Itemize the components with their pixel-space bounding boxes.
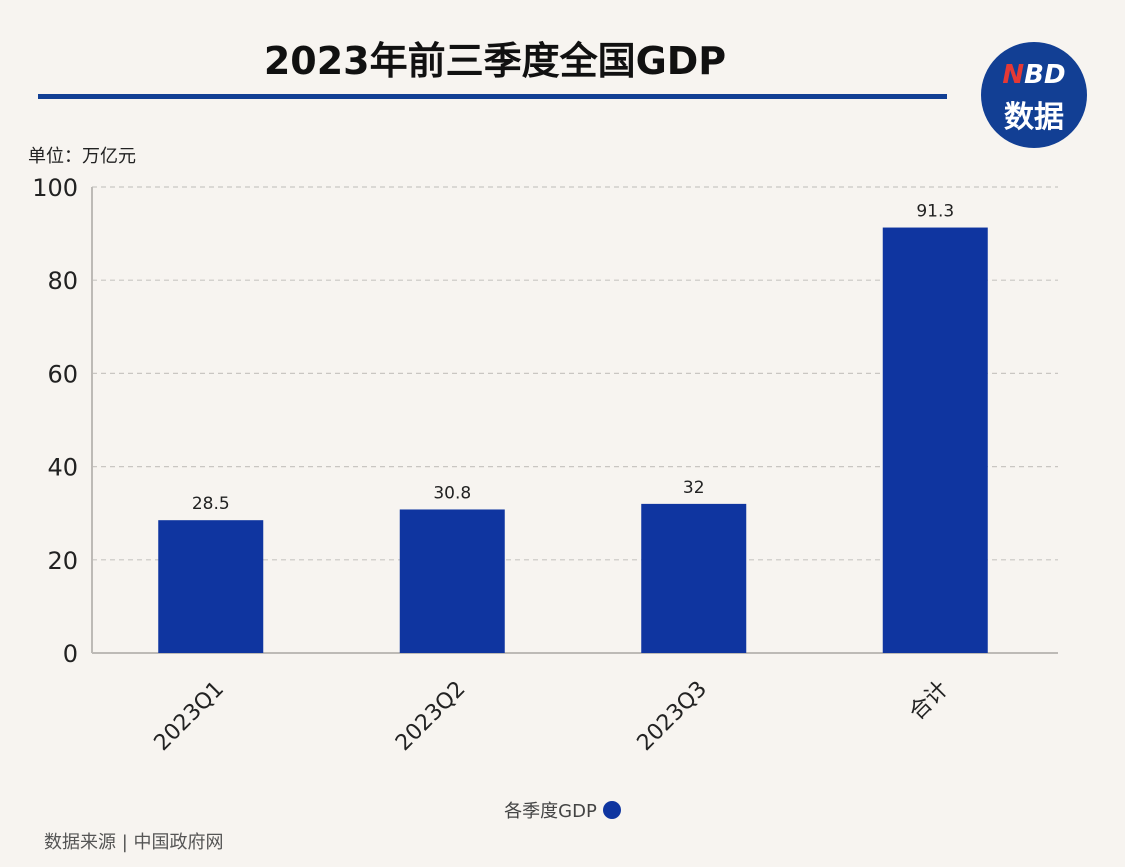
- data-label: 28.5: [192, 494, 230, 514]
- y-tick-label: 20: [47, 547, 78, 575]
- legend-label: 各季度GDP: [504, 801, 597, 822]
- data-label: 91.3: [916, 202, 954, 222]
- y-tick-label: 0: [63, 640, 78, 668]
- x-tick-label: 合计: [905, 677, 954, 726]
- bar: [399, 509, 505, 653]
- title-divider: [38, 94, 947, 99]
- legend-swatch: [602, 801, 621, 819]
- bar: [158, 520, 264, 653]
- x-tick-label: 2023Q1: [150, 677, 229, 756]
- y-tick-label: 60: [47, 360, 78, 388]
- bar: [641, 503, 747, 653]
- x-tick-label: 2023Q3: [633, 677, 712, 756]
- y-tick-label: 80: [47, 267, 78, 295]
- data-label: 32: [683, 478, 705, 498]
- chart-title: 2023年前三季度全国GDP: [263, 39, 727, 83]
- x-tick-label: 2023Q2: [391, 677, 470, 756]
- y-tick-label: 40: [47, 454, 78, 482]
- y-tick-label: 100: [32, 174, 78, 202]
- legend: 各季度GDP: [0, 797, 1125, 823]
- source-label: 数据来源 | 中国政府网: [44, 832, 224, 853]
- bar: [882, 227, 988, 654]
- data-label: 30.8: [433, 483, 471, 503]
- nbd-logo: NBD 数据: [981, 42, 1087, 148]
- logo-line1: NBD: [1002, 60, 1066, 90]
- unit-label: 单位：万亿元: [28, 146, 136, 167]
- logo-line2: 数据: [1004, 100, 1064, 135]
